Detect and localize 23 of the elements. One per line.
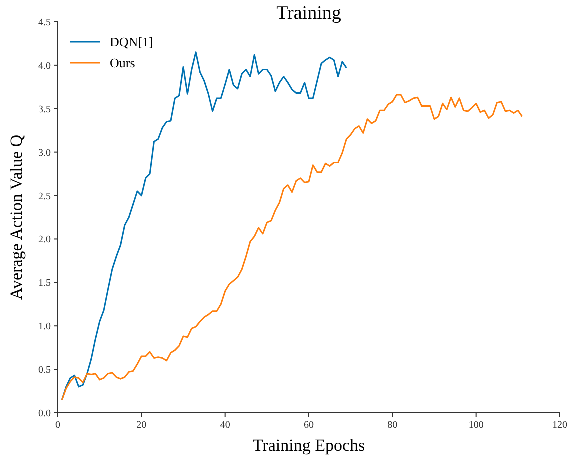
x-axis-title: Training Epochs: [252, 436, 366, 455]
legend-label: DQN[1]: [110, 34, 154, 50]
chart-title: Training: [276, 3, 342, 24]
y-tick-label: 1.5: [38, 278, 51, 290]
x-tick-label: 100: [468, 420, 484, 431]
y-tick-label: 3.5: [38, 104, 51, 116]
y-tick-label: 4.5: [38, 18, 51, 28]
y-tick-label: 0.0: [38, 408, 51, 420]
x-tick-label: 80: [388, 420, 398, 431]
x-tick-label: 120: [552, 420, 568, 431]
y-tick-label: 2.5: [38, 191, 51, 202]
line-series: [61, 94, 524, 401]
y-axis-title: Average Action Value Q: [7, 134, 26, 300]
x-tick-label: 20: [136, 420, 147, 431]
y-tick-label: 4.0: [38, 60, 51, 72]
x-tick-label: 60: [304, 420, 314, 431]
y-tick-label: 1.0: [38, 322, 51, 333]
y-tick-label: 3.0: [38, 148, 51, 159]
y-tick-label: 2.0: [38, 234, 51, 246]
legend-label: Ours: [110, 56, 136, 70]
x-tick-label: 0: [56, 420, 60, 431]
x-tick-label: 40: [220, 420, 230, 431]
y-tick-label: 0.5: [38, 365, 51, 376]
